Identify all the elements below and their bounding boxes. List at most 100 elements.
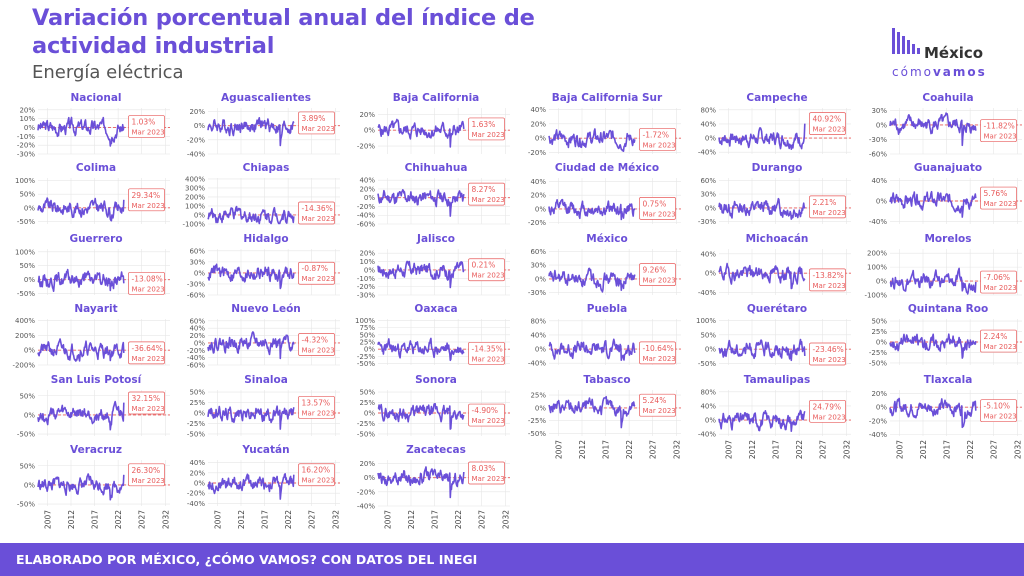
y-tick-label: 80%: [700, 106, 716, 114]
data-label-box: [809, 195, 846, 219]
data-label-value: 29.34%: [132, 191, 161, 200]
y-tick-label: 100%: [15, 177, 35, 185]
panel-title: Nacional: [70, 92, 121, 104]
y-tick-label: 40%: [530, 331, 546, 339]
data-label-box: [980, 270, 1017, 294]
x-tick-label: 2022: [625, 440, 634, 459]
y-tick-label: 0%: [194, 339, 205, 347]
y-tick-label: 20%: [19, 106, 35, 114]
series-line: [718, 262, 806, 290]
data-label-date: Mar 2023: [643, 277, 676, 285]
chart-panel: Yucatán 40% 20% 0% -20% -40% 16.20% Mar 2023 200…: [187, 444, 340, 529]
data-label-value: 0.21%: [472, 261, 496, 270]
y-tick-label: 10%: [359, 258, 375, 266]
x-tick-label: 2032: [672, 440, 681, 459]
y-tick-label: -200%: [12, 362, 35, 370]
y-tick-label: -20%: [17, 142, 35, 150]
data-label-value: 8.03%: [472, 464, 496, 473]
panel-title: Guanajuato: [914, 162, 982, 174]
y-tick-label: -10%: [357, 275, 375, 283]
chart-panel: Guanajuato 40% 0% -40% 5.76% Mar 2023: [869, 162, 1022, 226]
y-tick-label: 0%: [24, 124, 35, 132]
chart-panel: Colima 100% 50% 0% -50% 29.34% Mar 2023: [15, 162, 170, 226]
chart-panel: Jalisco 20%10%0%-10%-20%-30% 0.21% Mar 2023: [357, 233, 510, 300]
panel-title: Sonora: [415, 374, 457, 386]
y-tick-label: 60%: [189, 247, 205, 255]
x-tick-label: 2017: [772, 440, 781, 459]
y-tick-label: 100%: [355, 317, 375, 325]
y-tick-label: 0%: [535, 346, 546, 354]
series-line: [377, 189, 465, 217]
data-label: 32.15% Mar 2023: [128, 391, 165, 415]
y-tick-label: 30%: [189, 258, 205, 266]
x-tick-label: 2007: [724, 440, 733, 459]
y-tick-label: -20%: [187, 490, 205, 498]
chart-panel: Baja California Sur 40% 20% 0% -20% -1.72% Mar…: [528, 92, 681, 157]
data-label: -5.10% Mar 2023: [980, 399, 1017, 423]
chart-panel: Hidalgo 60% 30% 0% -30% -60% -0.87% Mar 2023: [187, 233, 340, 300]
y-tick-label: 40%: [700, 402, 716, 410]
y-tick-label: -30%: [528, 289, 546, 297]
y-tick-label: 50%: [19, 262, 35, 270]
y-tick-label: 0%: [24, 276, 35, 284]
series-line: [889, 397, 977, 429]
data-label-value: 16.20%: [302, 466, 331, 475]
panel-title: Puebla: [587, 303, 628, 315]
data-label-date: Mar 2023: [132, 355, 165, 363]
y-tick-label: 25%: [871, 328, 887, 336]
chart-panel: Nacional 20%10%0%-10%-20%-30% 1.03% Mar 202…: [17, 92, 170, 159]
y-tick-label: 0%: [364, 346, 375, 354]
y-tick-label: 0%: [364, 474, 375, 482]
y-tick-label: 60%: [530, 248, 546, 256]
series-line: [889, 112, 977, 147]
data-label: 9.26% Mar 2023: [639, 263, 676, 286]
x-tick-label: 2012: [578, 440, 587, 459]
y-tick-label: -40%: [187, 151, 205, 159]
data-label: -23.46% Mar 2023: [809, 342, 846, 366]
panel-title: Durango: [752, 162, 803, 174]
data-label-box: [980, 119, 1017, 143]
x-tick-label: 2032: [1013, 440, 1022, 459]
data-label-box: [468, 117, 505, 141]
data-label-date: Mar 2023: [813, 126, 846, 134]
data-label: 40.92% Mar 2023: [809, 112, 846, 135]
data-label-date: Mar 2023: [984, 413, 1017, 421]
data-label-box: [468, 461, 505, 485]
series-line: [207, 263, 295, 290]
y-tick-label: 50%: [19, 462, 35, 470]
y-tick-label: 0%: [24, 411, 35, 419]
series-line: [548, 128, 636, 152]
data-label-box: [468, 258, 505, 282]
chart-panel: San Luis Potosí 50% 0% -50% 32.15% Mar 2023: [17, 374, 170, 439]
y-tick-label: -40%: [528, 360, 546, 368]
y-tick-label: 0%: [876, 278, 887, 286]
series-line: [37, 268, 125, 292]
y-tick-label: 200%: [185, 193, 205, 201]
y-tick-label: 0%: [535, 135, 546, 143]
data-label-box: [128, 188, 165, 212]
data-label: 16.20% Mar 2023: [298, 463, 335, 487]
x-tick-label: 2022: [795, 440, 804, 459]
series-line: [718, 197, 806, 220]
panel-title: Baja California Sur: [552, 92, 663, 104]
y-tick-label: 0%: [876, 339, 887, 347]
y-tick-label: 0%: [535, 404, 546, 412]
data-label-date: Mar 2023: [984, 133, 1017, 141]
panel-title: San Luis Potosí: [51, 374, 143, 386]
x-tick-label: 2027: [138, 510, 147, 529]
y-tick-label: -60%: [187, 292, 205, 300]
data-label: 8.27% Mar 2023: [468, 182, 505, 206]
series-line: [377, 118, 465, 148]
data-label-box: [468, 341, 505, 365]
data-label-box: [809, 268, 846, 292]
series-line: [377, 466, 465, 499]
x-tick-label: 2012: [67, 510, 76, 529]
data-label: 26.30% Mar 2023: [128, 463, 165, 487]
data-label-date: Mar 2023: [302, 347, 335, 355]
data-label-box: [298, 333, 335, 356]
y-tick-label: 0%: [24, 204, 35, 212]
panel-title: Oaxaca: [414, 303, 457, 315]
y-tick-label: 0%: [364, 266, 375, 274]
y-tick-label: 25%: [530, 392, 546, 400]
x-tick-label: 2027: [308, 510, 317, 529]
